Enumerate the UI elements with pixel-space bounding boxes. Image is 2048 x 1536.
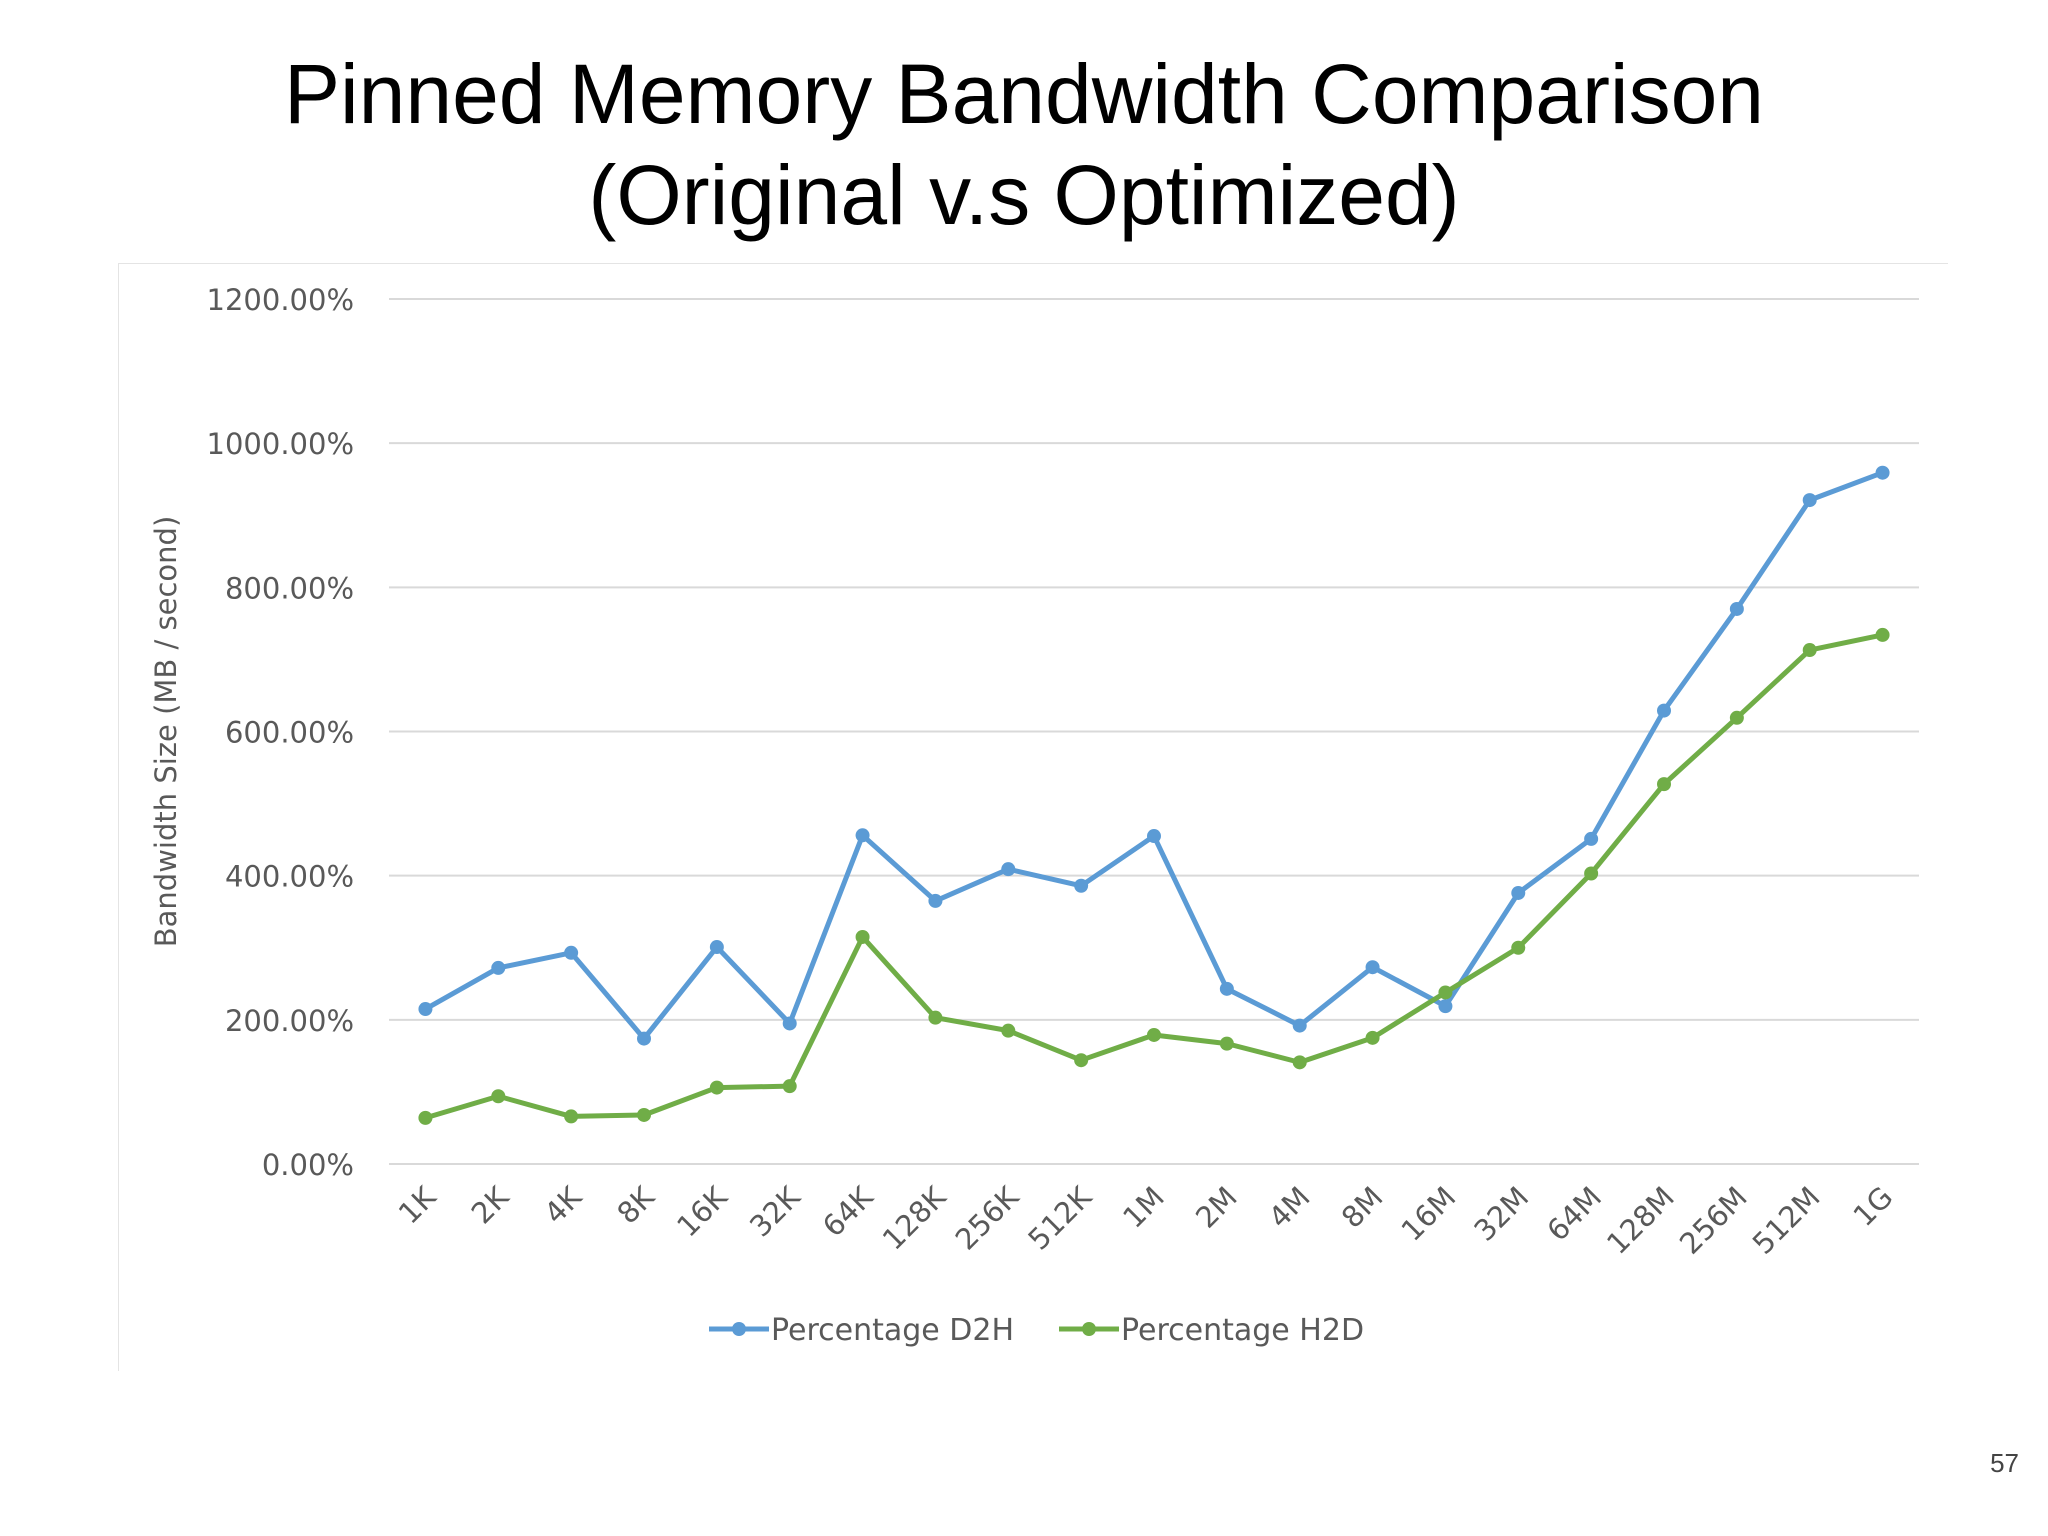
data-point — [1511, 885, 1526, 900]
data-point — [1365, 960, 1380, 975]
data-point — [1147, 1027, 1161, 1042]
data-point — [564, 1109, 579, 1124]
series-0 — [418, 465, 1890, 1046]
x-tick-label: 2M — [1189, 1180, 1244, 1235]
legend-item: Percentage D2H — [709, 1313, 1014, 1348]
data-point — [1511, 940, 1526, 955]
data-point — [1438, 999, 1453, 1014]
slide-title-line-1: Pinned Memory Bandwidth Comparison — [283, 47, 1765, 141]
x-tick-label: 1K — [392, 1179, 443, 1230]
data-point — [1729, 601, 1744, 616]
x-tick-label: 256K — [949, 1179, 1026, 1256]
data-point — [855, 929, 870, 944]
data-point — [1219, 981, 1234, 996]
data-point — [491, 1089, 506, 1104]
x-tick-label: 512M — [1746, 1180, 1827, 1261]
x-tick-label: 1M — [1116, 1180, 1171, 1235]
x-tick-label: 8K — [610, 1179, 661, 1230]
y-tick-label: 1000.00% — [207, 427, 354, 461]
x-tick-label: 8M — [1335, 1180, 1390, 1235]
y-tick-label: 1200.00% — [207, 283, 354, 317]
data-point — [418, 1110, 433, 1125]
data-point — [1584, 831, 1599, 846]
x-tick-label: 16K — [670, 1179, 734, 1243]
legend-label: Percentage H2D — [1121, 1313, 1364, 1348]
x-tick-label: 2K — [465, 1179, 516, 1230]
data-point — [637, 1031, 651, 1046]
series-line — [422, 470, 1886, 1042]
data-series — [418, 465, 1890, 1125]
legend: Percentage D2H Percentage H2D — [709, 1313, 1364, 1348]
data-point — [1292, 1018, 1307, 1033]
y-tick-label: 800.00% — [225, 571, 354, 605]
x-tick-label: 256M — [1673, 1180, 1754, 1261]
data-point — [1657, 703, 1671, 718]
page-number: 57 — [1990, 1448, 2019, 1478]
x-tick-label: 128K — [876, 1179, 953, 1256]
x-tick-label: 512K — [1021, 1179, 1098, 1256]
data-point — [1875, 627, 1890, 642]
data-point — [1584, 866, 1599, 881]
data-point — [1802, 493, 1817, 508]
x-tick-label: 64M — [1540, 1180, 1608, 1248]
data-point — [418, 1002, 433, 1017]
data-point — [1147, 829, 1161, 844]
data-point — [1729, 710, 1744, 725]
data-point — [1001, 1023, 1016, 1038]
data-point — [1074, 1053, 1089, 1068]
x-tick-label: 1G — [1847, 1180, 1900, 1233]
data-point — [491, 960, 506, 975]
y-tick-label: 0.00% — [262, 1148, 354, 1182]
data-point — [782, 1016, 797, 1031]
legend-swatch-marker — [1082, 1322, 1096, 1336]
data-point — [709, 940, 724, 955]
data-point — [928, 1010, 943, 1025]
legend-item: Percentage H2D — [1059, 1313, 1364, 1348]
data-point — [928, 893, 943, 908]
data-point — [1438, 985, 1453, 1000]
y-tick-label: 600.00% — [225, 716, 354, 750]
bandwidth-line-chart: 0.00% 200.00% 400.00% 600.00% 800.00% 1000.00… — [149, 283, 1919, 1348]
data-point — [1001, 862, 1016, 877]
y-tick-label: 400.00% — [225, 860, 354, 894]
data-point — [1074, 878, 1089, 893]
chart-area: 0.00% 200.00% 400.00% 600.00% 800.00% 1000.00… — [118, 263, 1948, 1371]
x-tick-label: 4M — [1262, 1180, 1317, 1235]
series-1 — [418, 627, 1890, 1125]
legend-label: Percentage D2H — [771, 1313, 1014, 1348]
y-tick-label: 200.00% — [225, 1004, 354, 1038]
data-point — [1219, 1036, 1234, 1051]
legend-swatch-marker — [732, 1322, 746, 1336]
data-point — [1802, 643, 1817, 658]
data-point — [564, 945, 579, 960]
x-tick-label: 32K — [743, 1179, 807, 1243]
data-point — [1875, 465, 1890, 480]
data-point — [855, 828, 870, 843]
x-tick-label: 4K — [538, 1179, 589, 1230]
y-axis-tick-labels: 0.00% 200.00% 400.00% 600.00% 800.00% 1000.00… — [207, 283, 354, 1182]
data-point — [1292, 1055, 1307, 1070]
x-tick-label: 16M — [1395, 1180, 1463, 1248]
data-point — [709, 1080, 724, 1095]
y-axis-label: Bandwidth Size (MB / second) — [149, 516, 183, 948]
data-point — [1365, 1030, 1380, 1045]
x-tick-label: 32M — [1467, 1180, 1535, 1248]
slide-title-line-2: (Original v.s Optimized) — [588, 148, 1460, 242]
data-point — [637, 1107, 651, 1122]
data-point — [1657, 777, 1671, 792]
x-tick-label: 128M — [1600, 1180, 1681, 1261]
gridlines — [389, 298, 1919, 1165]
data-point — [782, 1079, 797, 1094]
x-tick-label: 64K — [816, 1179, 880, 1243]
